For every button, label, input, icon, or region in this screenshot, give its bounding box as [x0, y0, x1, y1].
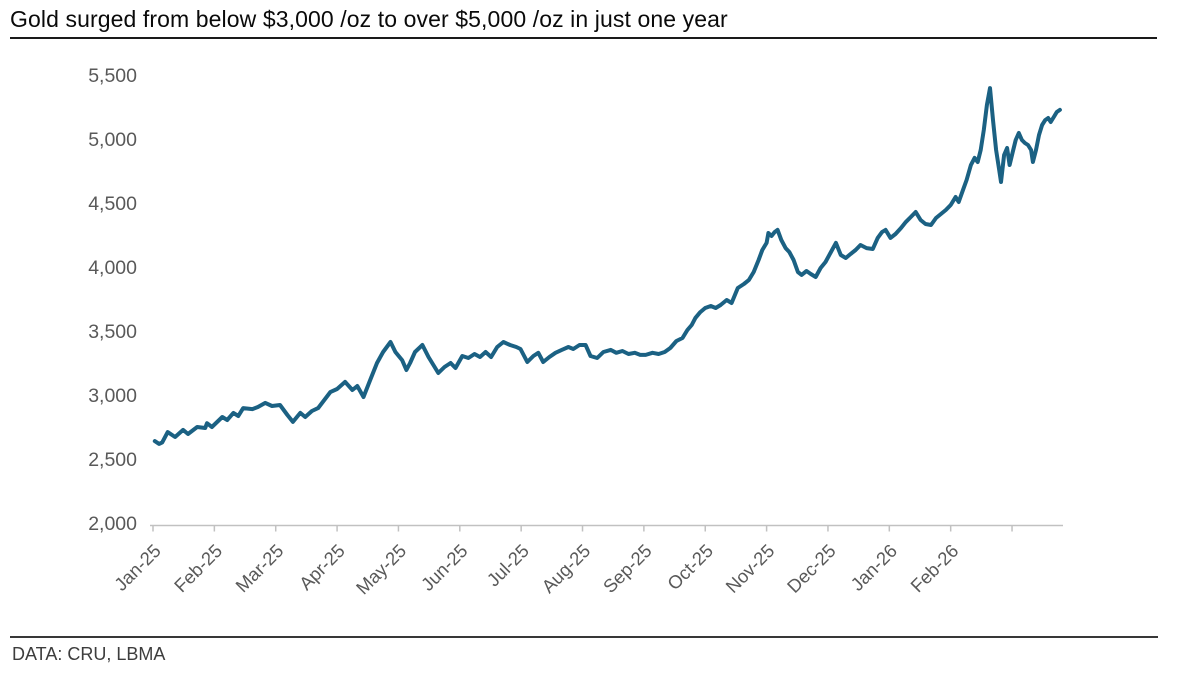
- data-source-label: DATA: CRU, LBMA: [12, 644, 166, 664]
- chart-footer: DATA: CRU, LBMA: [10, 636, 1158, 664]
- y-axis-tick-label: 3,000: [88, 385, 137, 407]
- y-axis-tick-label: 2,500: [88, 449, 137, 471]
- x-axis-tick-label: Sep-25: [599, 540, 656, 597]
- x-axis-tick-label: Jul-25: [483, 540, 533, 590]
- y-axis-tick-label: 4,000: [88, 257, 137, 279]
- x-axis-tick-label: Apr-25: [295, 540, 349, 594]
- x-axis-tick-label: Feb-25: [170, 540, 226, 596]
- x-axis-tick-label: Aug-25: [537, 540, 594, 597]
- chart-title: Gold surged from below $3,000 /oz to ove…: [10, 6, 728, 32]
- y-axis-tick-label: 5,500: [88, 65, 137, 87]
- x-axis-tick-label: Dec-25: [783, 540, 840, 597]
- y-axis-tick-label: 2,000: [88, 513, 137, 535]
- y-axis-tick-label: 5,000: [88, 129, 137, 151]
- y-axis-tick-label: 3,500: [88, 321, 137, 343]
- gold-price-series-line: [152, 86, 1062, 446]
- y-axis-tick-label: 4,500: [88, 193, 137, 215]
- x-axis-tick-label: May-25: [352, 540, 410, 598]
- x-axis-tick-label: Oct-25: [663, 540, 717, 594]
- x-axis-tick-label: Jan-25: [110, 540, 165, 595]
- x-axis-tick-label: Nov-25: [721, 540, 778, 597]
- x-axis-tick-label: Jan-26: [846, 540, 901, 595]
- chart-header: Gold surged from below $3,000 /oz to ove…: [10, 0, 1157, 39]
- x-axis-tick-label: Jun-25: [417, 540, 472, 595]
- x-axis-tick-label: Mar-25: [231, 540, 287, 596]
- x-axis-tick-label: Feb-26: [906, 540, 962, 596]
